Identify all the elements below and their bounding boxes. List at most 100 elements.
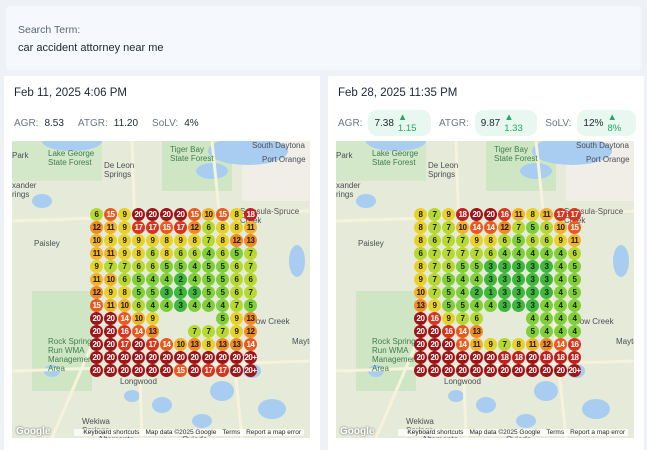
grid-rank-cell[interactable]: 6 bbox=[484, 247, 497, 260]
grid-rank-cell[interactable]: 9 bbox=[132, 234, 145, 247]
grid-rank-cell[interactable]: 10 bbox=[118, 299, 131, 312]
grid-rank-cell[interactable]: 20 bbox=[146, 208, 159, 221]
grid-rank-cell[interactable]: 6 bbox=[470, 312, 483, 325]
grid-rank-cell[interactable]: 7 bbox=[188, 325, 201, 338]
grid-rank-cell[interactable]: 20 bbox=[554, 364, 567, 377]
grid-rank-cell[interactable]: 20 bbox=[470, 208, 483, 221]
grid-rank-cell[interactable]: 4 bbox=[470, 299, 483, 312]
grid-rank-cell[interactable]: 14 bbox=[470, 221, 483, 234]
grid-rank-cell[interactable]: 4 bbox=[554, 260, 567, 273]
grid-rank-cell[interactable]: 9 bbox=[104, 286, 117, 299]
grid-rank-cell[interactable]: 3 bbox=[540, 273, 553, 286]
grid-rank-cell[interactable]: 9 bbox=[442, 312, 455, 325]
grid-rank-cell[interactable]: 8 bbox=[414, 234, 427, 247]
grid-rank-cell[interactable]: 10 bbox=[132, 312, 145, 325]
grid-rank-cell[interactable]: 10 bbox=[554, 221, 567, 234]
grid-rank-cell[interactable]: 5 bbox=[526, 325, 539, 338]
grid-rank-cell[interactable]: 20 bbox=[428, 351, 441, 364]
grid-rank-cell[interactable]: 17 bbox=[554, 208, 567, 221]
grid-rank-cell[interactable]: 5 bbox=[132, 286, 145, 299]
grid-rank-cell[interactable]: 20 bbox=[414, 338, 427, 351]
grid-rank-cell[interactable]: 11 bbox=[104, 299, 117, 312]
grid-rank-cell[interactable]: 6 bbox=[230, 286, 243, 299]
grid-rank-cell[interactable]: 15 bbox=[216, 208, 229, 221]
grid-rank-cell[interactable]: 3 bbox=[498, 260, 511, 273]
grid-rank-cell[interactable]: 12 bbox=[498, 221, 511, 234]
grid-rank-cell[interactable]: 14 bbox=[244, 338, 257, 351]
grid-rank-cell[interactable]: 7 bbox=[442, 247, 455, 260]
grid-rank-cell[interactable]: 7 bbox=[512, 221, 525, 234]
grid-rank-cell[interactable]: 20 bbox=[132, 351, 145, 364]
grid-rank-cell[interactable]: 16 bbox=[118, 325, 131, 338]
grid-rank-cell[interactable]: 20+ bbox=[568, 364, 581, 377]
grid-rank-cell[interactable]: 6 bbox=[568, 247, 581, 260]
grid-rank-cell[interactable]: 5 bbox=[202, 260, 215, 273]
grid-rank-cell[interactable]: 3 bbox=[526, 260, 539, 273]
grid-rank-cell[interactable]: 9 bbox=[118, 221, 131, 234]
grid-rank-cell[interactable]: 7 bbox=[428, 286, 441, 299]
grid-rank-cell[interactable]: 9 bbox=[230, 325, 243, 338]
grid-rank-cell[interactable]: 9 bbox=[174, 234, 187, 247]
grid-rank-cell[interactable]: 7 bbox=[202, 234, 215, 247]
grid-rank-cell[interactable]: 5 bbox=[442, 273, 455, 286]
grid-rank-cell[interactable]: 12 bbox=[90, 221, 103, 234]
grid-rank-cell[interactable]: 3 bbox=[188, 286, 201, 299]
grid-rank-cell[interactable]: 8 bbox=[202, 338, 215, 351]
grid-rank-cell[interactable]: 4 bbox=[554, 312, 567, 325]
grid-rank-cell[interactable]: 3 bbox=[526, 299, 539, 312]
grid-rank-cell[interactable]: 17 bbox=[118, 338, 131, 351]
grid-rank-cell[interactable]: 2 bbox=[174, 273, 187, 286]
grid-rank-cell[interactable]: 20 bbox=[174, 208, 187, 221]
grid-rank-cell[interactable]: 7 bbox=[456, 234, 469, 247]
grid-rank-cell[interactable]: 9 bbox=[90, 260, 103, 273]
grid-rank-cell[interactable]: 16 bbox=[568, 338, 581, 351]
grid-rank-cell[interactable]: 7 bbox=[230, 299, 243, 312]
grid-rank-cell[interactable]: 6 bbox=[230, 273, 243, 286]
grid-rank-cell[interactable]: 4 bbox=[202, 299, 215, 312]
grid-rank-cell[interactable]: 20 bbox=[428, 338, 441, 351]
grid-rank-cell[interactable]: 20 bbox=[484, 364, 497, 377]
grid-rank-cell[interactable]: 5 bbox=[230, 247, 243, 260]
grid-rank-cell[interactable]: 7 bbox=[456, 247, 469, 260]
grid-rank-cell[interactable]: 6 bbox=[428, 234, 441, 247]
grid-rank-cell[interactable]: 9 bbox=[118, 247, 131, 260]
grid-rank-cell[interactable]: 18 bbox=[498, 351, 511, 364]
keyboard-shortcuts-link[interactable]: Keyboard shortcuts bbox=[83, 429, 140, 436]
grid-rank-cell[interactable]: 15 bbox=[160, 221, 173, 234]
grid-rank-cell[interactable]: 13 bbox=[230, 338, 243, 351]
grid-rank-cell[interactable]: 20 bbox=[230, 364, 243, 377]
grid-rank-cell[interactable]: 17 bbox=[202, 364, 215, 377]
grid-rank-cell[interactable]: 14 bbox=[118, 312, 131, 325]
grid-rank-cell[interactable]: 15 bbox=[568, 221, 581, 234]
grid-rank-cell[interactable]: 20 bbox=[188, 364, 201, 377]
grid-rank-cell[interactable]: 17 bbox=[174, 221, 187, 234]
grid-rank-cell[interactable]: 8 bbox=[160, 234, 173, 247]
grid-rank-cell[interactable]: 12 bbox=[188, 221, 201, 234]
grid-rank-cell[interactable]: 3 bbox=[498, 286, 511, 299]
grid-rank-cell[interactable]: 1 bbox=[174, 286, 187, 299]
grid-rank-cell[interactable]: 8 bbox=[118, 286, 131, 299]
grid-rank-cell[interactable]: 7 bbox=[456, 312, 469, 325]
grid-rank-cell[interactable]: 4 bbox=[554, 247, 567, 260]
grid-rank-cell[interactable]: 4 bbox=[160, 273, 173, 286]
grid-rank-cell[interactable]: 20 bbox=[414, 364, 427, 377]
grid-rank-cell[interactable]: 12 bbox=[244, 325, 257, 338]
grid-rank-cell[interactable]: 20 bbox=[104, 364, 117, 377]
grid-rank-cell[interactable]: 4 bbox=[540, 325, 553, 338]
grid-rank-cell[interactable]: 3 bbox=[526, 286, 539, 299]
grid-rank-cell[interactable]: 6 bbox=[526, 234, 539, 247]
grid-rank-cell[interactable]: 9 bbox=[118, 234, 131, 247]
grid-rank-cell[interactable]: 20 bbox=[90, 325, 103, 338]
grid-rank-cell[interactable]: 11 bbox=[244, 221, 257, 234]
grid-rank-cell[interactable]: 6 bbox=[118, 273, 131, 286]
grid-rank-cell[interactable]: 17 bbox=[216, 364, 229, 377]
grid-rank-cell[interactable]: 20 bbox=[484, 208, 497, 221]
grid-rank-cell[interactable]: 8 bbox=[512, 338, 525, 351]
grid-rank-cell[interactable]: 4 bbox=[188, 273, 201, 286]
grid-rank-cell[interactable]: 6 bbox=[414, 247, 427, 260]
grid-rank-cell[interactable]: 20 bbox=[470, 351, 483, 364]
grid-rank-cell[interactable]: 20 bbox=[202, 351, 215, 364]
grid-rank-cell[interactable]: 13 bbox=[244, 312, 257, 325]
grid-rank-cell[interactable]: 4 bbox=[512, 247, 525, 260]
grid-rank-cell[interactable]: 6 bbox=[216, 247, 229, 260]
